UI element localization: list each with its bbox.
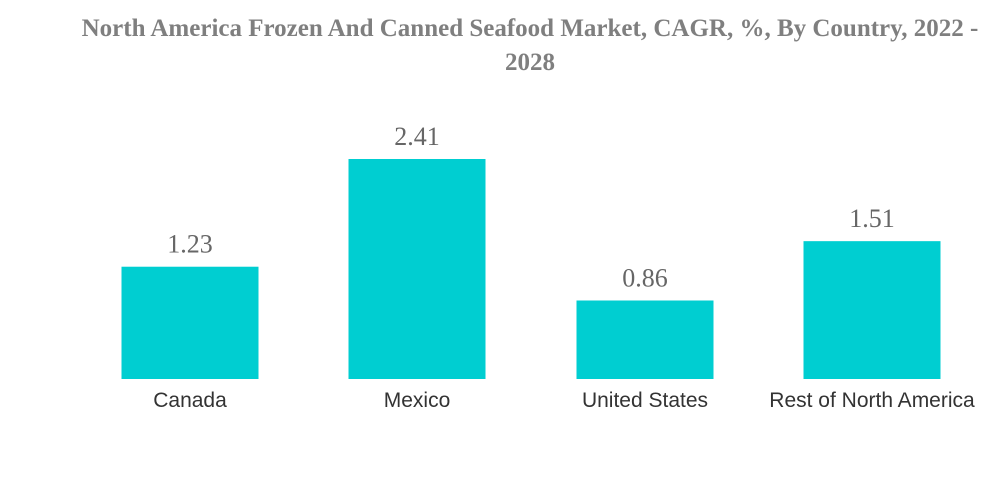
bars-group	[121, 159, 941, 379]
value-labels-group: 1.23 2.41 0.86 1.51	[167, 122, 895, 292]
value-label-united-states: 0.86	[622, 263, 668, 292]
value-label-mexico: 2.41	[394, 122, 440, 151]
tick-label-canada: Canada	[153, 389, 227, 412]
value-label-rest-of-north-america: 1.51	[849, 204, 895, 233]
category-tick-labels-group: Canada Mexico United States Rest of North A…	[153, 389, 975, 412]
bar-united-states	[576, 300, 714, 379]
tick-label-united-states: United States	[582, 389, 708, 412]
tick-label-rest-of-north-america: Rest of North America	[769, 389, 975, 412]
tick-label-mexico: Mexico	[384, 389, 451, 412]
chart-title: North America Frozen And Canned Seafood …	[81, 15, 979, 76]
bar-canada	[121, 266, 259, 379]
bar-mexico	[348, 159, 486, 379]
value-label-canada: 1.23	[167, 230, 213, 259]
bar-rest-of-north-america	[803, 241, 941, 379]
